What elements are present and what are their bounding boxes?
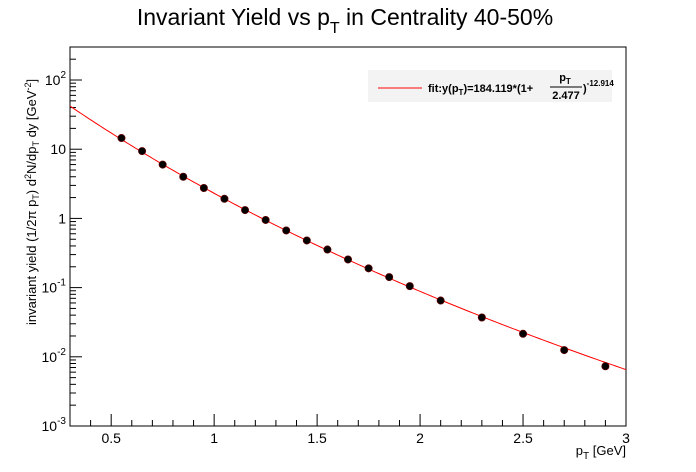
y-tick-label: 10-1 bbox=[42, 278, 67, 296]
y-tick-label: 10-3 bbox=[42, 416, 67, 434]
x-tick-label: 1.5 bbox=[307, 430, 327, 446]
data-point bbox=[199, 184, 208, 193]
plot-frame bbox=[69, 46, 627, 427]
data-point bbox=[220, 194, 229, 203]
data-point bbox=[179, 172, 188, 181]
data-point bbox=[601, 362, 610, 371]
data-point bbox=[436, 296, 445, 305]
data-point bbox=[323, 245, 332, 254]
x-tick-label: 1 bbox=[210, 430, 218, 446]
data-point bbox=[241, 206, 250, 215]
fit-curve-layer bbox=[69, 105, 627, 371]
data-point bbox=[385, 273, 394, 282]
legend: fit:y(pT)=184.119*(1+ pT 2.477 )-12.914 bbox=[368, 70, 614, 102]
data-point bbox=[302, 236, 311, 245]
x-tick-label: 2.5 bbox=[513, 430, 533, 446]
data-point bbox=[364, 264, 373, 273]
data-point bbox=[282, 226, 291, 235]
y-tick-label: 10 bbox=[50, 141, 66, 157]
x-tick-label: 3 bbox=[622, 430, 630, 446]
x-axis-label: pT [GeV] bbox=[576, 443, 626, 462]
data-point bbox=[343, 255, 352, 264]
legend-box bbox=[368, 70, 612, 102]
x-axis: 0.5 1 1.5 2 2.5 3 bbox=[69, 414, 630, 446]
data-point bbox=[519, 329, 528, 338]
y-axis-label: invariant yield (1/2π pT) d2N/dpT dy [Ge… bbox=[23, 79, 41, 325]
fit-curve bbox=[69, 105, 627, 371]
plot-area bbox=[69, 46, 627, 427]
data-point bbox=[117, 134, 126, 143]
data-point bbox=[477, 313, 486, 322]
y-tick-label: 102 bbox=[45, 70, 67, 88]
data-point bbox=[405, 282, 414, 291]
data-point bbox=[158, 160, 167, 169]
legend-fraction-denominator: 2.477 bbox=[552, 90, 580, 102]
data-point bbox=[138, 147, 147, 156]
data-point bbox=[560, 346, 569, 355]
chart-title: Invariant Yield vs pT in Centrality 40-5… bbox=[137, 4, 553, 37]
data-points-layer bbox=[117, 134, 610, 371]
y-tick-label: 10-2 bbox=[42, 347, 67, 365]
y-tick-label: 1 bbox=[58, 210, 66, 226]
legend-fraction-numerator: pT bbox=[559, 72, 571, 86]
y-axis: 10-3 10-2 10-1 1 10 102 bbox=[42, 46, 82, 434]
legend-fit-tail: )-12.914 bbox=[583, 79, 614, 95]
legend-fit-label: fit:y(pT)=184.119*(1+ bbox=[428, 83, 533, 97]
data-point bbox=[261, 215, 270, 224]
x-tick-label: 2 bbox=[416, 430, 424, 446]
x-tick-label: 0.5 bbox=[101, 430, 121, 446]
